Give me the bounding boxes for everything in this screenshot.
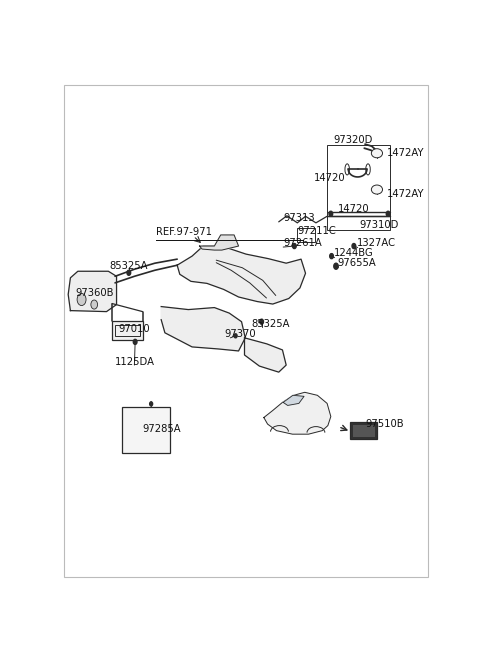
Circle shape	[386, 212, 390, 216]
Bar	[350, 422, 377, 439]
Circle shape	[150, 402, 153, 406]
Polygon shape	[177, 246, 305, 304]
Text: 97360B: 97360B	[76, 288, 114, 299]
Polygon shape	[264, 392, 331, 434]
Text: 97320D: 97320D	[334, 135, 373, 145]
Ellipse shape	[372, 185, 383, 194]
Circle shape	[334, 263, 338, 269]
Text: REF.97-971: REF.97-971	[156, 227, 212, 237]
Polygon shape	[244, 338, 286, 372]
Circle shape	[352, 244, 356, 248]
Polygon shape	[68, 271, 117, 312]
Text: 97261A: 97261A	[283, 238, 322, 248]
Text: 1327AC: 1327AC	[357, 238, 396, 248]
Bar	[115, 325, 140, 336]
Ellipse shape	[372, 149, 383, 158]
Circle shape	[133, 339, 137, 345]
Text: 1244BG: 1244BG	[334, 248, 373, 258]
Text: 1472AY: 1472AY	[386, 148, 424, 159]
Text: 1472AY: 1472AY	[386, 189, 424, 198]
Text: 97211C: 97211C	[297, 226, 336, 236]
Bar	[327, 145, 390, 230]
Text: 97655A: 97655A	[337, 258, 376, 269]
Text: 14720: 14720	[338, 204, 370, 214]
Circle shape	[292, 244, 296, 248]
Text: 97313: 97313	[283, 213, 315, 223]
Text: 97310D: 97310D	[360, 220, 399, 230]
Text: 97370: 97370	[225, 329, 256, 339]
Circle shape	[329, 212, 333, 216]
Text: 85325A: 85325A	[109, 261, 148, 271]
Bar	[112, 321, 143, 340]
Circle shape	[91, 300, 97, 309]
Circle shape	[77, 293, 86, 305]
Text: 97010: 97010	[119, 324, 150, 334]
Text: 14720: 14720	[314, 173, 346, 183]
Text: 97510B: 97510B	[365, 419, 404, 428]
Text: 85325A: 85325A	[252, 319, 290, 329]
Polygon shape	[283, 396, 304, 405]
Bar	[352, 424, 375, 437]
Circle shape	[127, 271, 131, 275]
Circle shape	[260, 319, 264, 324]
Polygon shape	[200, 235, 239, 250]
Polygon shape	[161, 307, 245, 351]
Text: 97285A: 97285A	[143, 424, 181, 434]
Text: 1125DA: 1125DA	[115, 357, 155, 367]
Circle shape	[330, 253, 334, 259]
Bar	[297, 228, 315, 242]
Bar	[122, 407, 170, 453]
Circle shape	[234, 334, 237, 338]
